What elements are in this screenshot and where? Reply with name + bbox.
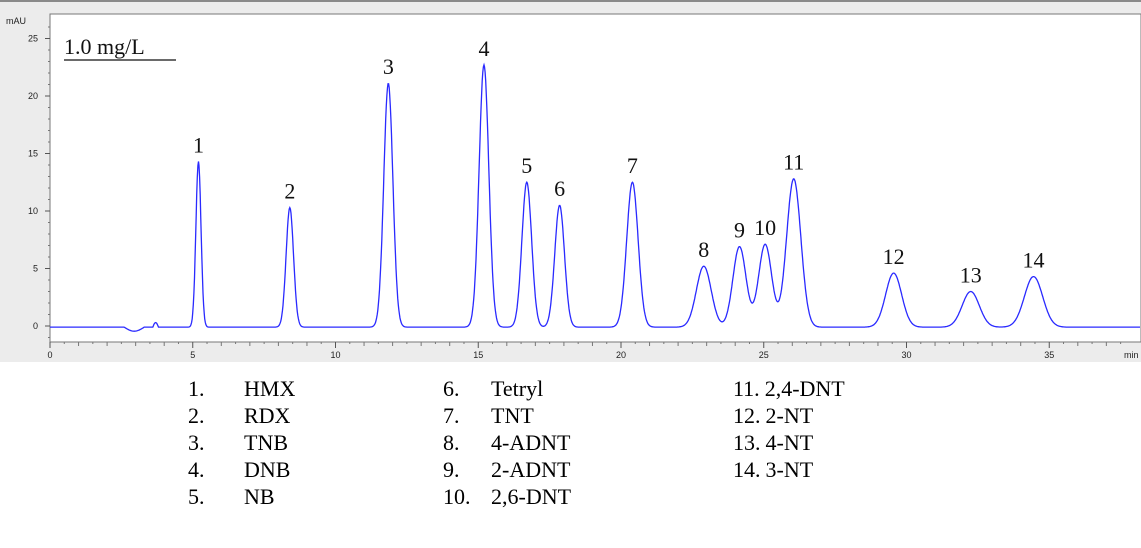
legend-compound-name: TNB	[244, 430, 288, 455]
peak-label: 3	[383, 54, 394, 79]
x-tick-label: 25	[759, 350, 769, 360]
legend-number: 10.	[443, 484, 471, 509]
y-tick-label: 5	[33, 264, 38, 274]
legend-compound-name: 3-NT	[765, 457, 814, 482]
legend-item: 14. 3-NT	[733, 457, 813, 483]
legend-compound-name: 4-NT	[765, 430, 814, 455]
legend-compound-name: NB	[244, 484, 275, 509]
legend-number: 9.	[443, 457, 460, 482]
legend-compound-name: 2-ADNT	[491, 457, 571, 482]
legend-number: 13.	[733, 430, 761, 455]
peak-label: 6	[554, 176, 565, 201]
x-tick-label: 5	[190, 350, 195, 360]
peak-label: 9	[734, 218, 745, 243]
peak-label: 7	[627, 153, 638, 178]
legend-compound-name: TNT	[491, 403, 534, 428]
legend-item: 12. 2-NT	[733, 403, 813, 429]
peak-label: 10	[754, 215, 776, 240]
legend-item: 10. 2,6-DNT	[443, 484, 571, 510]
legend-compound-name: DNB	[244, 457, 291, 482]
legend-number: 8.	[443, 430, 460, 455]
legend-number: 11.	[733, 376, 760, 401]
legend-compound-name: Tetryl	[491, 376, 544, 401]
legend-compound-name: 4-ADNT	[491, 430, 571, 455]
legend-number: 5.	[188, 484, 205, 509]
legend-item: 5. NB	[188, 484, 275, 510]
legend-number: 7.	[443, 403, 460, 428]
x-axis-label: min	[1124, 350, 1139, 360]
peak-label: 4	[478, 36, 489, 61]
legend-number: 2.	[188, 403, 205, 428]
x-tick-label: 20	[616, 350, 626, 360]
x-tick-label: 30	[901, 350, 911, 360]
chromatogram-panel: 0 5 10 15 20 25 mAU 0 5 10 15 20 25 30 35 min 1.0 mg/L 1 2…	[0, 0, 1141, 362]
peak-label: 12	[883, 244, 905, 269]
legend-number: 14.	[733, 457, 761, 482]
concentration-label: 1.0 mg/L	[64, 34, 145, 59]
legend-number: 12.	[733, 403, 761, 428]
peak-label: 14	[1023, 247, 1045, 272]
x-tick-label: 35	[1044, 350, 1054, 360]
x-tick-label: 15	[473, 350, 483, 360]
y-tick-label: 25	[28, 34, 38, 44]
peak-label: 11	[783, 150, 804, 175]
y-tick-label: 10	[28, 206, 38, 216]
legend-number: 6.	[443, 376, 460, 401]
peak-label: 5	[521, 153, 532, 178]
legend-compound-name: 2-NT	[765, 403, 814, 428]
legend-compound-name: RDX	[244, 403, 291, 428]
legend-item: 7. TNT	[443, 403, 534, 429]
legend-item: 1. HMX	[188, 376, 295, 402]
legend-item: 11. 2,4-DNT	[733, 376, 845, 402]
chromatogram-trace	[50, 62, 1140, 332]
y-tick-label: 20	[28, 91, 38, 101]
y-tick-label: 0	[33, 321, 38, 331]
peak-label: 8	[698, 237, 709, 262]
plot-area	[49, 13, 1141, 343]
peak-label: 2	[284, 178, 295, 203]
peak-label: 13	[960, 262, 982, 287]
legend-item: 2. RDX	[188, 403, 290, 429]
legend-item: 4. DNB	[188, 457, 290, 483]
x-tick-label: 0	[47, 350, 52, 360]
legend-number: 4.	[188, 457, 205, 482]
compound-legend: 1. HMX 2. RDX 3. TNB 4. DNB 5. NB 6. Tetryl 7. TNT 8. 4…	[0, 376, 1141, 548]
legend-item: 13. 4-NT	[733, 430, 813, 456]
y-tick-label: 15	[28, 149, 38, 159]
legend-item: 6. Tetryl	[443, 376, 543, 402]
x-tick-label: 10	[330, 350, 340, 360]
legend-compound-name: HMX	[244, 376, 296, 401]
legend-number: 3.	[188, 430, 205, 455]
legend-item: 3. TNB	[188, 430, 288, 456]
y-axis-label: mAU	[6, 16, 26, 26]
legend-item: 8. 4-ADNT	[443, 430, 570, 456]
legend-compound-name: 2,4-DNT	[764, 376, 845, 401]
legend-item: 9. 2-ADNT	[443, 457, 570, 483]
peak-label: 1	[193, 132, 204, 157]
legend-compound-name: 2,6-DNT	[491, 484, 572, 509]
legend-number: 1.	[188, 376, 205, 401]
